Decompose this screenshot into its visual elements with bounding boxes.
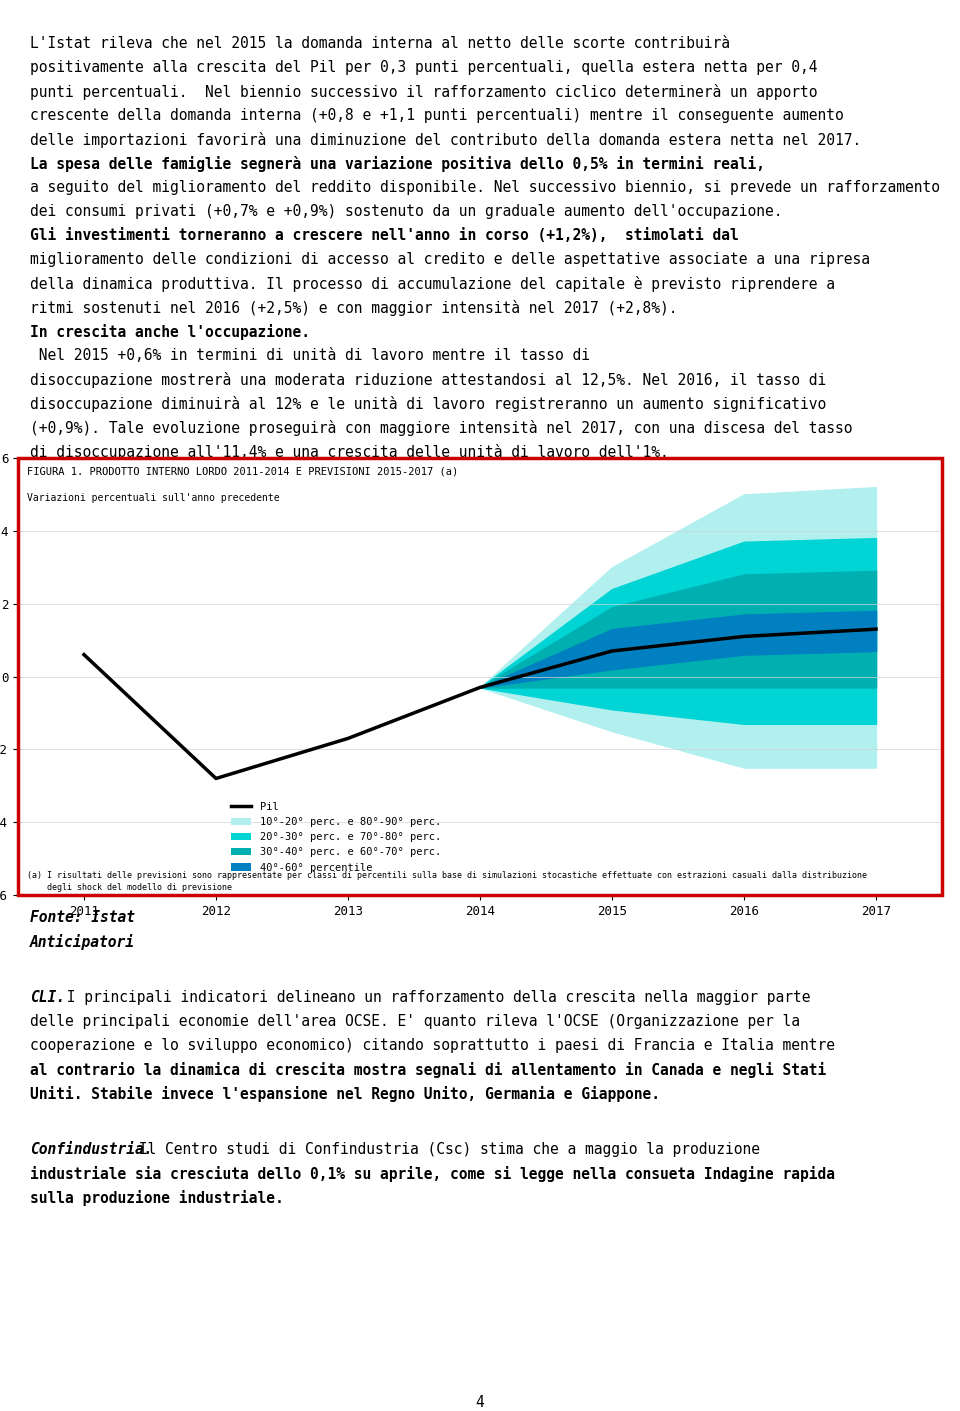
Text: cooperazione e lo sviluppo economico) citando soprattutto i paesi di Francia e I: cooperazione e lo sviluppo economico) ci… (30, 1038, 835, 1053)
Text: FIGURA 1. PRODOTTO INTERNO LORDO 2011-2014 E PREVISIONI 2015-2017 (a): FIGURA 1. PRODOTTO INTERNO LORDO 2011-20… (27, 467, 459, 477)
Text: ritmi sostenuti nel 2016 (+2,5%) e con maggior intensità nel 2017 (+2,8%).: ritmi sostenuti nel 2016 (+2,5%) e con m… (30, 301, 678, 316)
Text: della dinamica produttiva. Il processo di accumulazione del capitale è previsto : della dinamica produttiva. Il processo d… (30, 277, 835, 292)
Text: di disoccupazione all'11,4% e una crescita delle unità di lavoro dell'1%.: di disoccupazione all'11,4% e una cresci… (30, 444, 669, 460)
Text: sulla produzione industriale.: sulla produzione industriale. (30, 1189, 284, 1206)
Text: disoccupazione mostrerà una moderata riduzione attestandosi al 12,5%. Nel 2016, : disoccupazione mostrerà una moderata rid… (30, 373, 827, 388)
Text: Il Centro studi di Confindustria (Csc) stima che a maggio la produzione: Il Centro studi di Confindustria (Csc) s… (130, 1141, 760, 1157)
Text: miglioramento delle condizioni di accesso al credito e delle aspettative associa: miglioramento delle condizioni di access… (30, 253, 870, 267)
Text: positivamente alla crescita del Pil per 0,3 punti percentuali, quella estera net: positivamente alla crescita del Pil per … (30, 61, 818, 75)
Text: Anticipatori: Anticipatori (30, 934, 135, 950)
Text: Confindustria.: Confindustria. (30, 1141, 153, 1157)
Text: 4: 4 (475, 1395, 485, 1410)
Text: In crescita anche l'occupazione.: In crescita anche l'occupazione. (30, 325, 310, 340)
Text: Uniti. Stabile invece l'espansione nel Regno Unito, Germania e Giappone.: Uniti. Stabile invece l'espansione nel R… (30, 1086, 660, 1102)
Text: CLI.: CLI. (30, 991, 65, 1005)
Text: dei consumi privati (+0,7% e +0,9%) sostenuto da un graduale aumento dell'occupa: dei consumi privati (+0,7% e +0,9%) sost… (30, 205, 782, 219)
Text: delle principali economie dell'area OCSE. E' quanto rileva l'OCSE (Organizzazion: delle principali economie dell'area OCSE… (30, 1015, 800, 1029)
Text: Variazioni percentuali sull'anno precedente: Variazioni percentuali sull'anno precede… (27, 492, 280, 502)
Text: Gli investimenti torneranno a crescere nell'anno in corso (+1,2%),  stimolati da: Gli investimenti torneranno a crescere n… (30, 229, 739, 243)
Text: Fonte: Istat: Fonte: Istat (30, 910, 135, 926)
Text: crescente della domanda interna (+0,8 e +1,1 punti percentuali) mentre il conseg: crescente della domanda interna (+0,8 e … (30, 109, 844, 123)
Text: al contrario la dinamica di crescita mostra segnali di allentamento in Canada e : al contrario la dinamica di crescita mos… (30, 1062, 827, 1078)
Legend: Pil, 10°-20° perc. e 80°-90° perc., 20°-30° perc. e 70°-80° perc., 30°-40° perc.: Pil, 10°-20° perc. e 80°-90° perc., 20°-… (227, 797, 445, 876)
Text: punti percentuali.  Nel biennio successivo il rafforzamento ciclico determinerà : punti percentuali. Nel biennio successiv… (30, 85, 818, 100)
Text: (a) I risultati delle previsioni sono rappresentate per classi di percentili sul: (a) I risultati delle previsioni sono ra… (27, 871, 867, 880)
Text: a seguito del miglioramento del reddito disponibile. Nel successivo biennio, si : a seguito del miglioramento del reddito … (30, 181, 940, 195)
Text: disoccupazione diminuirà al 12% e le unità di lavoro registreranno un aumento si: disoccupazione diminuirà al 12% e le uni… (30, 396, 827, 412)
Text: (+0,9%). Tale evoluzione proseguirà con maggiore intensità nel 2017, con una dis: (+0,9%). Tale evoluzione proseguirà con … (30, 420, 852, 436)
Text: degli shock del modello di previsione: degli shock del modello di previsione (27, 883, 232, 892)
Text: I principali indicatori delineano un rafforzamento della crescita nella maggior : I principali indicatori delineano un raf… (58, 991, 810, 1005)
Text: Nel 2015 +0,6% in termini di unità di lavoro mentre il tasso di: Nel 2015 +0,6% in termini di unità di la… (30, 349, 590, 363)
Text: industriale sia cresciuta dello 0,1% su aprile, come si legge nella consueta Ind: industriale sia cresciuta dello 0,1% su … (30, 1165, 835, 1182)
Text: L'Istat rileva che nel 2015 la domanda interna al netto delle scorte contribuirà: L'Istat rileva che nel 2015 la domanda i… (30, 37, 730, 51)
Text: delle importazioni favorirà una diminuzione del contributo della domanda estera : delle importazioni favorirà una diminuzi… (30, 133, 861, 148)
Text: La spesa delle famiglie segnerà una variazione positiva dello 0,5% in termini re: La spesa delle famiglie segnerà una vari… (30, 157, 765, 172)
